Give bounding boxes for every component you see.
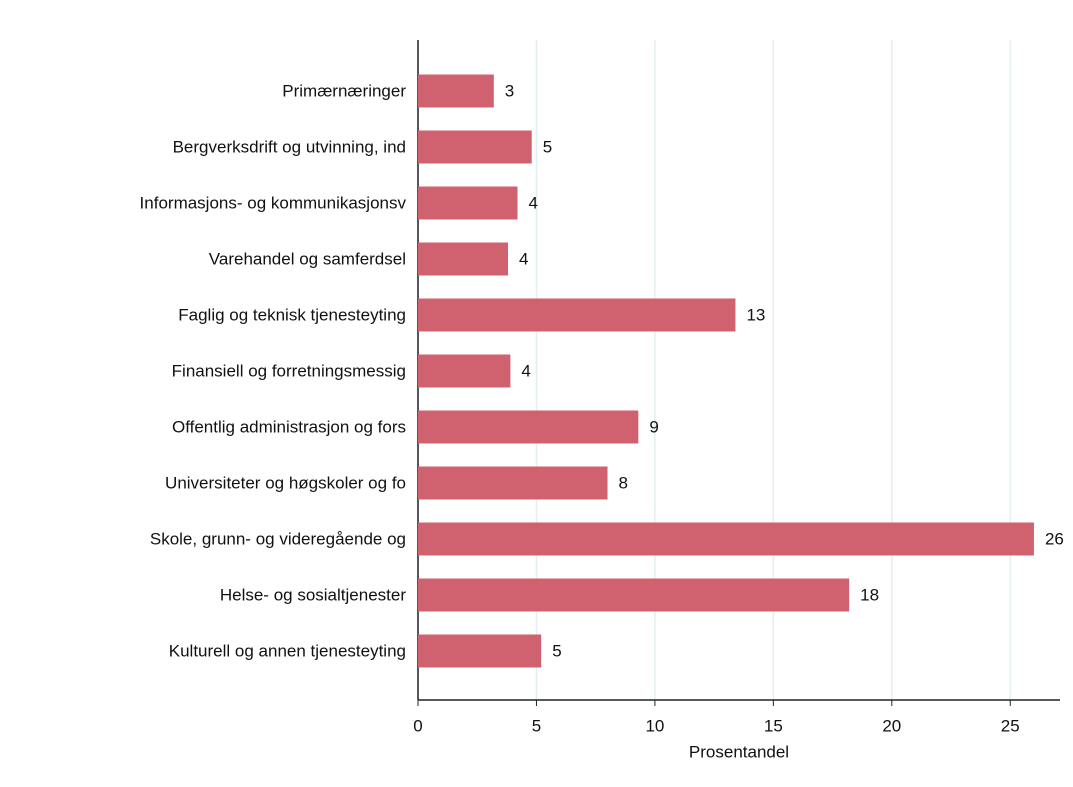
bar [418,466,608,500]
value-label: 13 [746,305,765,324]
x-tick-label: 5 [532,716,541,735]
y-tick-label: Universiteter og høgskoler og fo [165,473,406,492]
value-label: 4 [528,193,537,212]
value-label: 8 [619,473,628,492]
bar [418,74,494,108]
value-label: 4 [521,361,530,380]
value-label: 5 [552,641,561,660]
x-tick-label: 25 [1001,716,1020,735]
bar [418,130,532,164]
bar [418,242,509,276]
bar [418,522,1034,556]
y-tick-label: Finansiell og forretningsmessig [172,361,406,380]
x-tick-label: 0 [413,716,422,735]
y-tick-label: Primærnæringer [282,81,406,100]
x-tick-label: 15 [764,716,783,735]
value-label: 9 [649,417,658,436]
y-tick-label: Varehandel og samferdsel [209,249,406,268]
y-tick-label: Bergverksdrift og utvinning, ind [173,137,406,156]
bar [418,410,639,444]
bar [418,354,511,388]
y-tick-label: Offentlig administrasjon og fors [172,417,406,436]
value-label: 18 [860,585,879,604]
x-tick-label: 10 [645,716,664,735]
value-label: 4 [519,249,528,268]
x-tick-label: 20 [882,716,901,735]
value-label: 5 [543,137,552,156]
bar [418,578,850,612]
bar [418,186,518,220]
y-tick-label: Informasjons- og kommunikasjonsv [140,193,407,212]
value-label: 3 [505,81,514,100]
bar [418,634,542,668]
y-tick-label: Helse- og sosialtjenester [220,585,406,604]
y-tick-label: Kulturell og annen tjenesteyting [169,641,406,660]
value-label: 26 [1045,529,1064,548]
bar [418,298,736,332]
y-tick-label: Skole, grunn- og videregående og [150,529,406,548]
x-axis-title: Prosentandel [689,742,789,761]
y-tick-label: Faglig og teknisk tjenesteyting [178,305,406,324]
